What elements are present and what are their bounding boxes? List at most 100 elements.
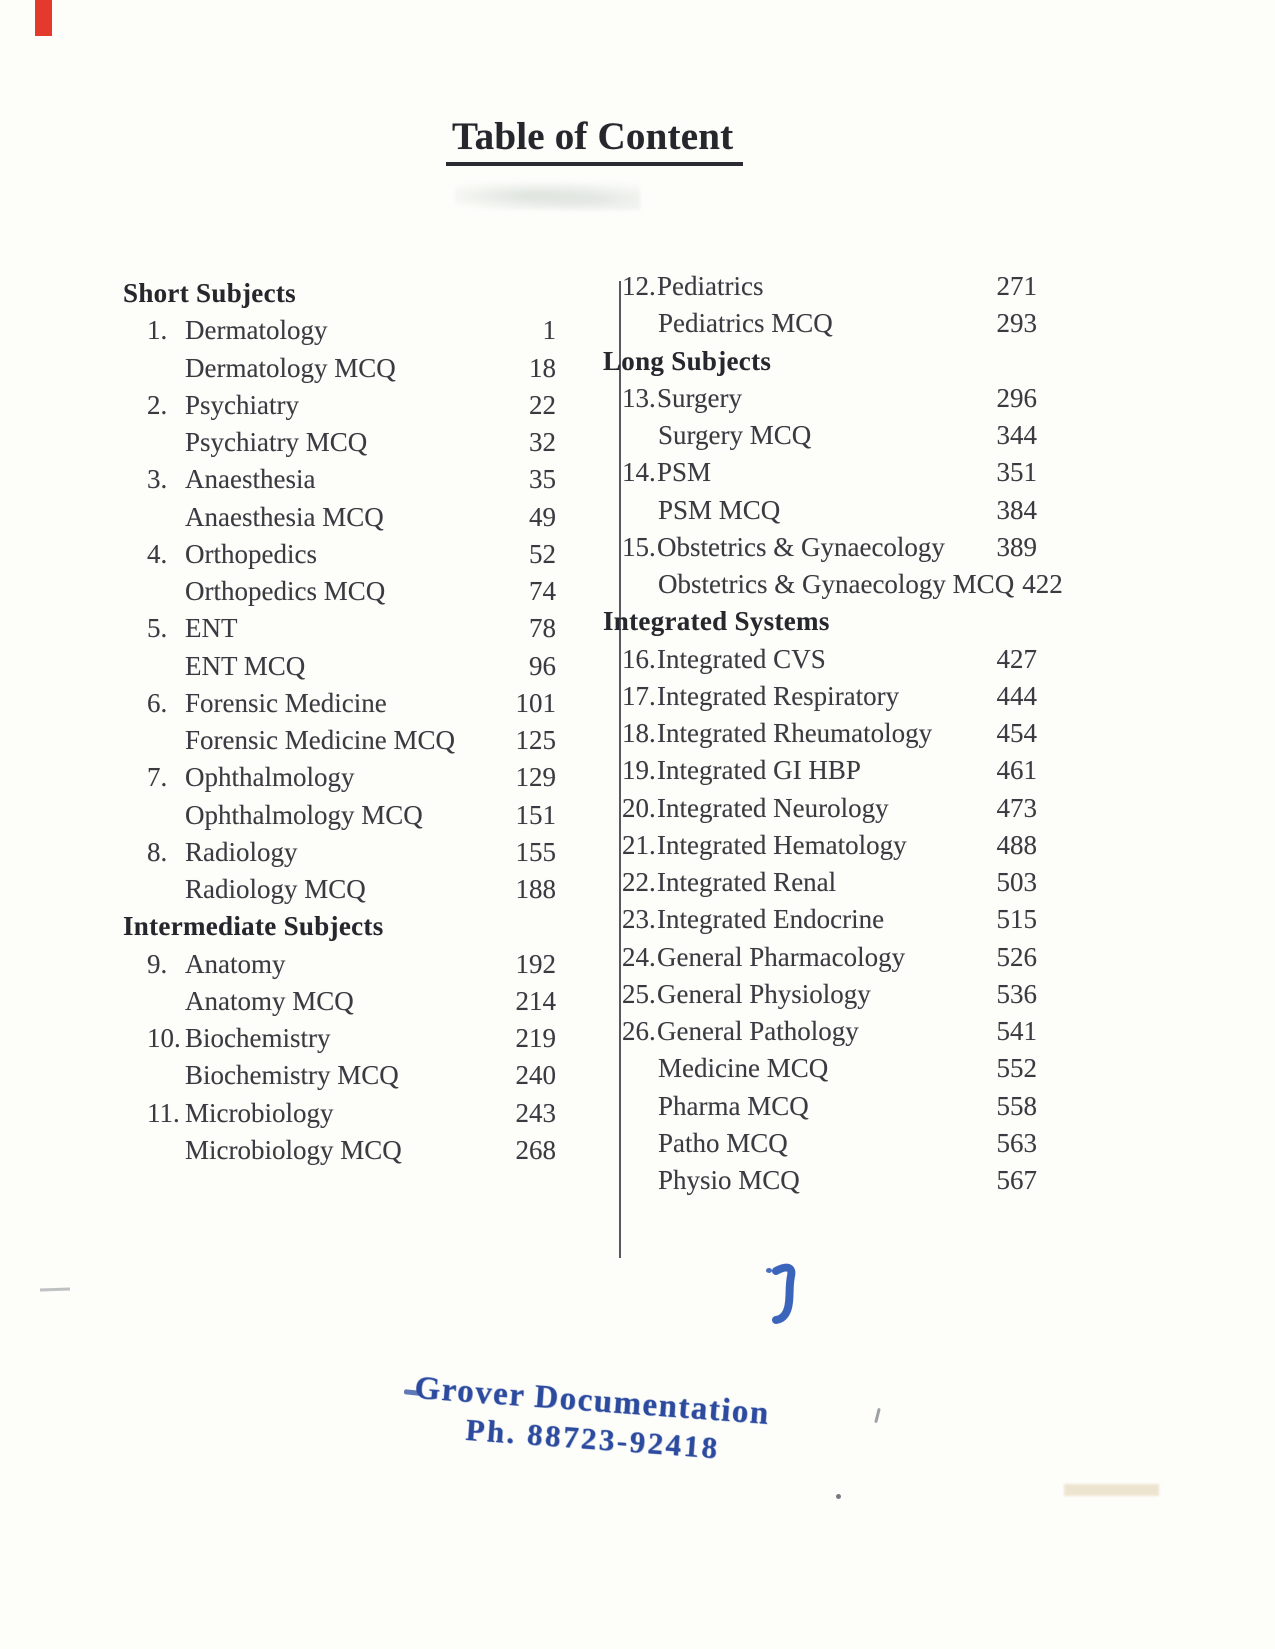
toc-row: 18. Integrated Rheumatology 454 [603, 715, 1037, 752]
entry-page-number: 49 [529, 501, 556, 532]
toc-section-heading: Long Subjects [603, 343, 1037, 380]
toc-row: 21. Integrated Hematology 488 [603, 827, 1037, 864]
toc-row: 16. Integrated CVS 427 [603, 641, 1037, 678]
entry-number: 12. [622, 271, 656, 302]
entry-label: General Physiology [657, 978, 871, 1009]
entry-page-number: 214 [515, 985, 557, 1016]
entry-number: 7. [147, 762, 168, 793]
entry-label: Microbiology [185, 1097, 334, 1128]
toc-row: Psychiatry MCQ 32 [123, 424, 556, 461]
entry-label: Anaesthesia [185, 464, 316, 495]
entry-label: General Pharmacology [657, 941, 906, 972]
entry-label: Forensic Medicine [185, 687, 387, 718]
entry-label: Biochemistry MCQ [185, 1060, 399, 1091]
entry-page-number: 351 [996, 457, 1038, 488]
scan-artifact-dash [39, 1287, 71, 1292]
entry-label: PSM MCQ [658, 494, 781, 525]
scan-smudge [455, 180, 640, 210]
toc-section-heading: Short Subjects [123, 275, 556, 312]
toc-row: 15. Obstetrics & Gynaecology 389 [603, 529, 1037, 566]
toc-row: Biochemistry MCQ 240 [123, 1057, 556, 1094]
column-divider-rule [619, 281, 621, 1258]
ink-dot [766, 1268, 772, 1273]
entry-page-number: 35 [529, 464, 556, 495]
entry-page-number: 563 [996, 1127, 1038, 1158]
entry-label: Pediatrics [657, 271, 764, 302]
toc-row: 2. Psychiatry 22 [123, 387, 556, 424]
toc-row: Medicine MCQ 552 [603, 1050, 1037, 1087]
entry-label: Integrated Renal [657, 867, 837, 898]
toc-row: 22. Integrated Renal 503 [603, 864, 1037, 901]
entry-page-number: 503 [996, 867, 1038, 898]
entry-label: Dermatology [185, 315, 328, 346]
entry-page-number: 268 [515, 1134, 557, 1165]
entry-label: Medicine MCQ [658, 1053, 829, 1084]
entry-page-number: 243 [515, 1097, 557, 1128]
entry-page-number: 422 [1022, 569, 1063, 600]
entry-page-number: 52 [529, 538, 556, 569]
entry-number: 23. [622, 904, 656, 935]
ink-bracket-mark [772, 1263, 796, 1324]
toc-row: Obstetrics & Gynaecology MCQ 422 [603, 566, 1063, 603]
entry-number: 22. [622, 867, 656, 898]
entry-label: Obstetrics & Gynaecology [657, 531, 945, 562]
entry-page-number: 125 [515, 725, 557, 756]
entry-number: 3. [147, 464, 168, 495]
entry-label: General Pathology [657, 1016, 859, 1047]
entry-number: 11. [147, 1097, 180, 1128]
entry-page-number: 552 [996, 1053, 1038, 1084]
entry-label: Anatomy MCQ [185, 985, 354, 1016]
entry-label: Obstetrics & Gynaecology MCQ [658, 569, 1015, 600]
entry-number: 24. [622, 941, 656, 972]
toc-row: 14. PSM 351 [603, 454, 1037, 491]
entry-page-number: 18 [529, 352, 556, 383]
page-title: Table of Content [446, 114, 744, 166]
entry-page-number: 296 [996, 382, 1038, 413]
entry-page-number: 461 [996, 755, 1038, 786]
toc-row: ENT MCQ 96 [123, 648, 556, 685]
toc-row: 5. ENT 78 [123, 610, 556, 647]
entry-page-number: 558 [996, 1090, 1038, 1121]
entry-label: Integrated Endocrine [657, 904, 885, 935]
entry-number: 9. [147, 948, 168, 979]
toc-row: 25. General Physiology 536 [603, 976, 1037, 1013]
entry-page-number: 536 [996, 978, 1038, 1009]
section-heading-label: Short Subjects [123, 278, 296, 309]
entry-number: 2. [147, 389, 168, 420]
entry-page-number: 444 [996, 680, 1038, 711]
entry-page-number: 515 [996, 904, 1038, 935]
toc-row: 17. Integrated Respiratory 444 [603, 678, 1037, 715]
toc-row: 3. Anaesthesia 35 [123, 461, 556, 498]
toc-row: Physio MCQ 567 [603, 1162, 1037, 1199]
section-heading-label: Integrated Systems [603, 606, 830, 637]
toc-row: Ophthalmology MCQ 151 [123, 797, 556, 834]
entry-page-number: 389 [996, 531, 1038, 562]
toc-row: Anatomy MCQ 214 [123, 983, 556, 1020]
entry-label: Psychiatry MCQ [185, 427, 368, 458]
entry-label: Orthopedics [185, 538, 317, 569]
toc-row: Forensic Medicine MCQ 125 [123, 722, 556, 759]
entry-page-number: 96 [529, 650, 556, 681]
entry-number: 13. [622, 382, 656, 413]
toc-row: Radiology MCQ 188 [123, 871, 556, 908]
entry-page-number: 427 [996, 643, 1038, 674]
entry-number: 20. [622, 792, 656, 823]
entry-page-number: 541 [996, 1016, 1038, 1047]
entry-label: Anatomy [185, 948, 286, 979]
toc-column-left: Short Subjects 1. Dermatology 1 Dermatology … [123, 275, 556, 1169]
entry-page-number: 293 [996, 308, 1038, 339]
entry-label: Integrated Rheumatology [657, 718, 933, 749]
entry-label: Orthopedics MCQ [185, 576, 386, 607]
entry-number: 4. [147, 538, 168, 569]
entry-page-number: 188 [515, 874, 557, 905]
entry-page-number: 271 [996, 271, 1038, 302]
entry-page-number: 78 [529, 613, 556, 644]
entry-page-number: 454 [996, 718, 1038, 749]
entry-label: Psychiatry [185, 389, 299, 420]
entry-number: 21. [622, 829, 656, 860]
entry-number: 8. [147, 836, 168, 867]
toc-row: 7. Ophthalmology 129 [123, 759, 556, 796]
entry-number: 26. [622, 1016, 656, 1047]
toc-row: 6. Forensic Medicine 101 [123, 685, 556, 722]
toc-column-right: 12. Pediatrics 271 Pediatrics MCQ 293 Long Su… [603, 268, 1063, 1199]
